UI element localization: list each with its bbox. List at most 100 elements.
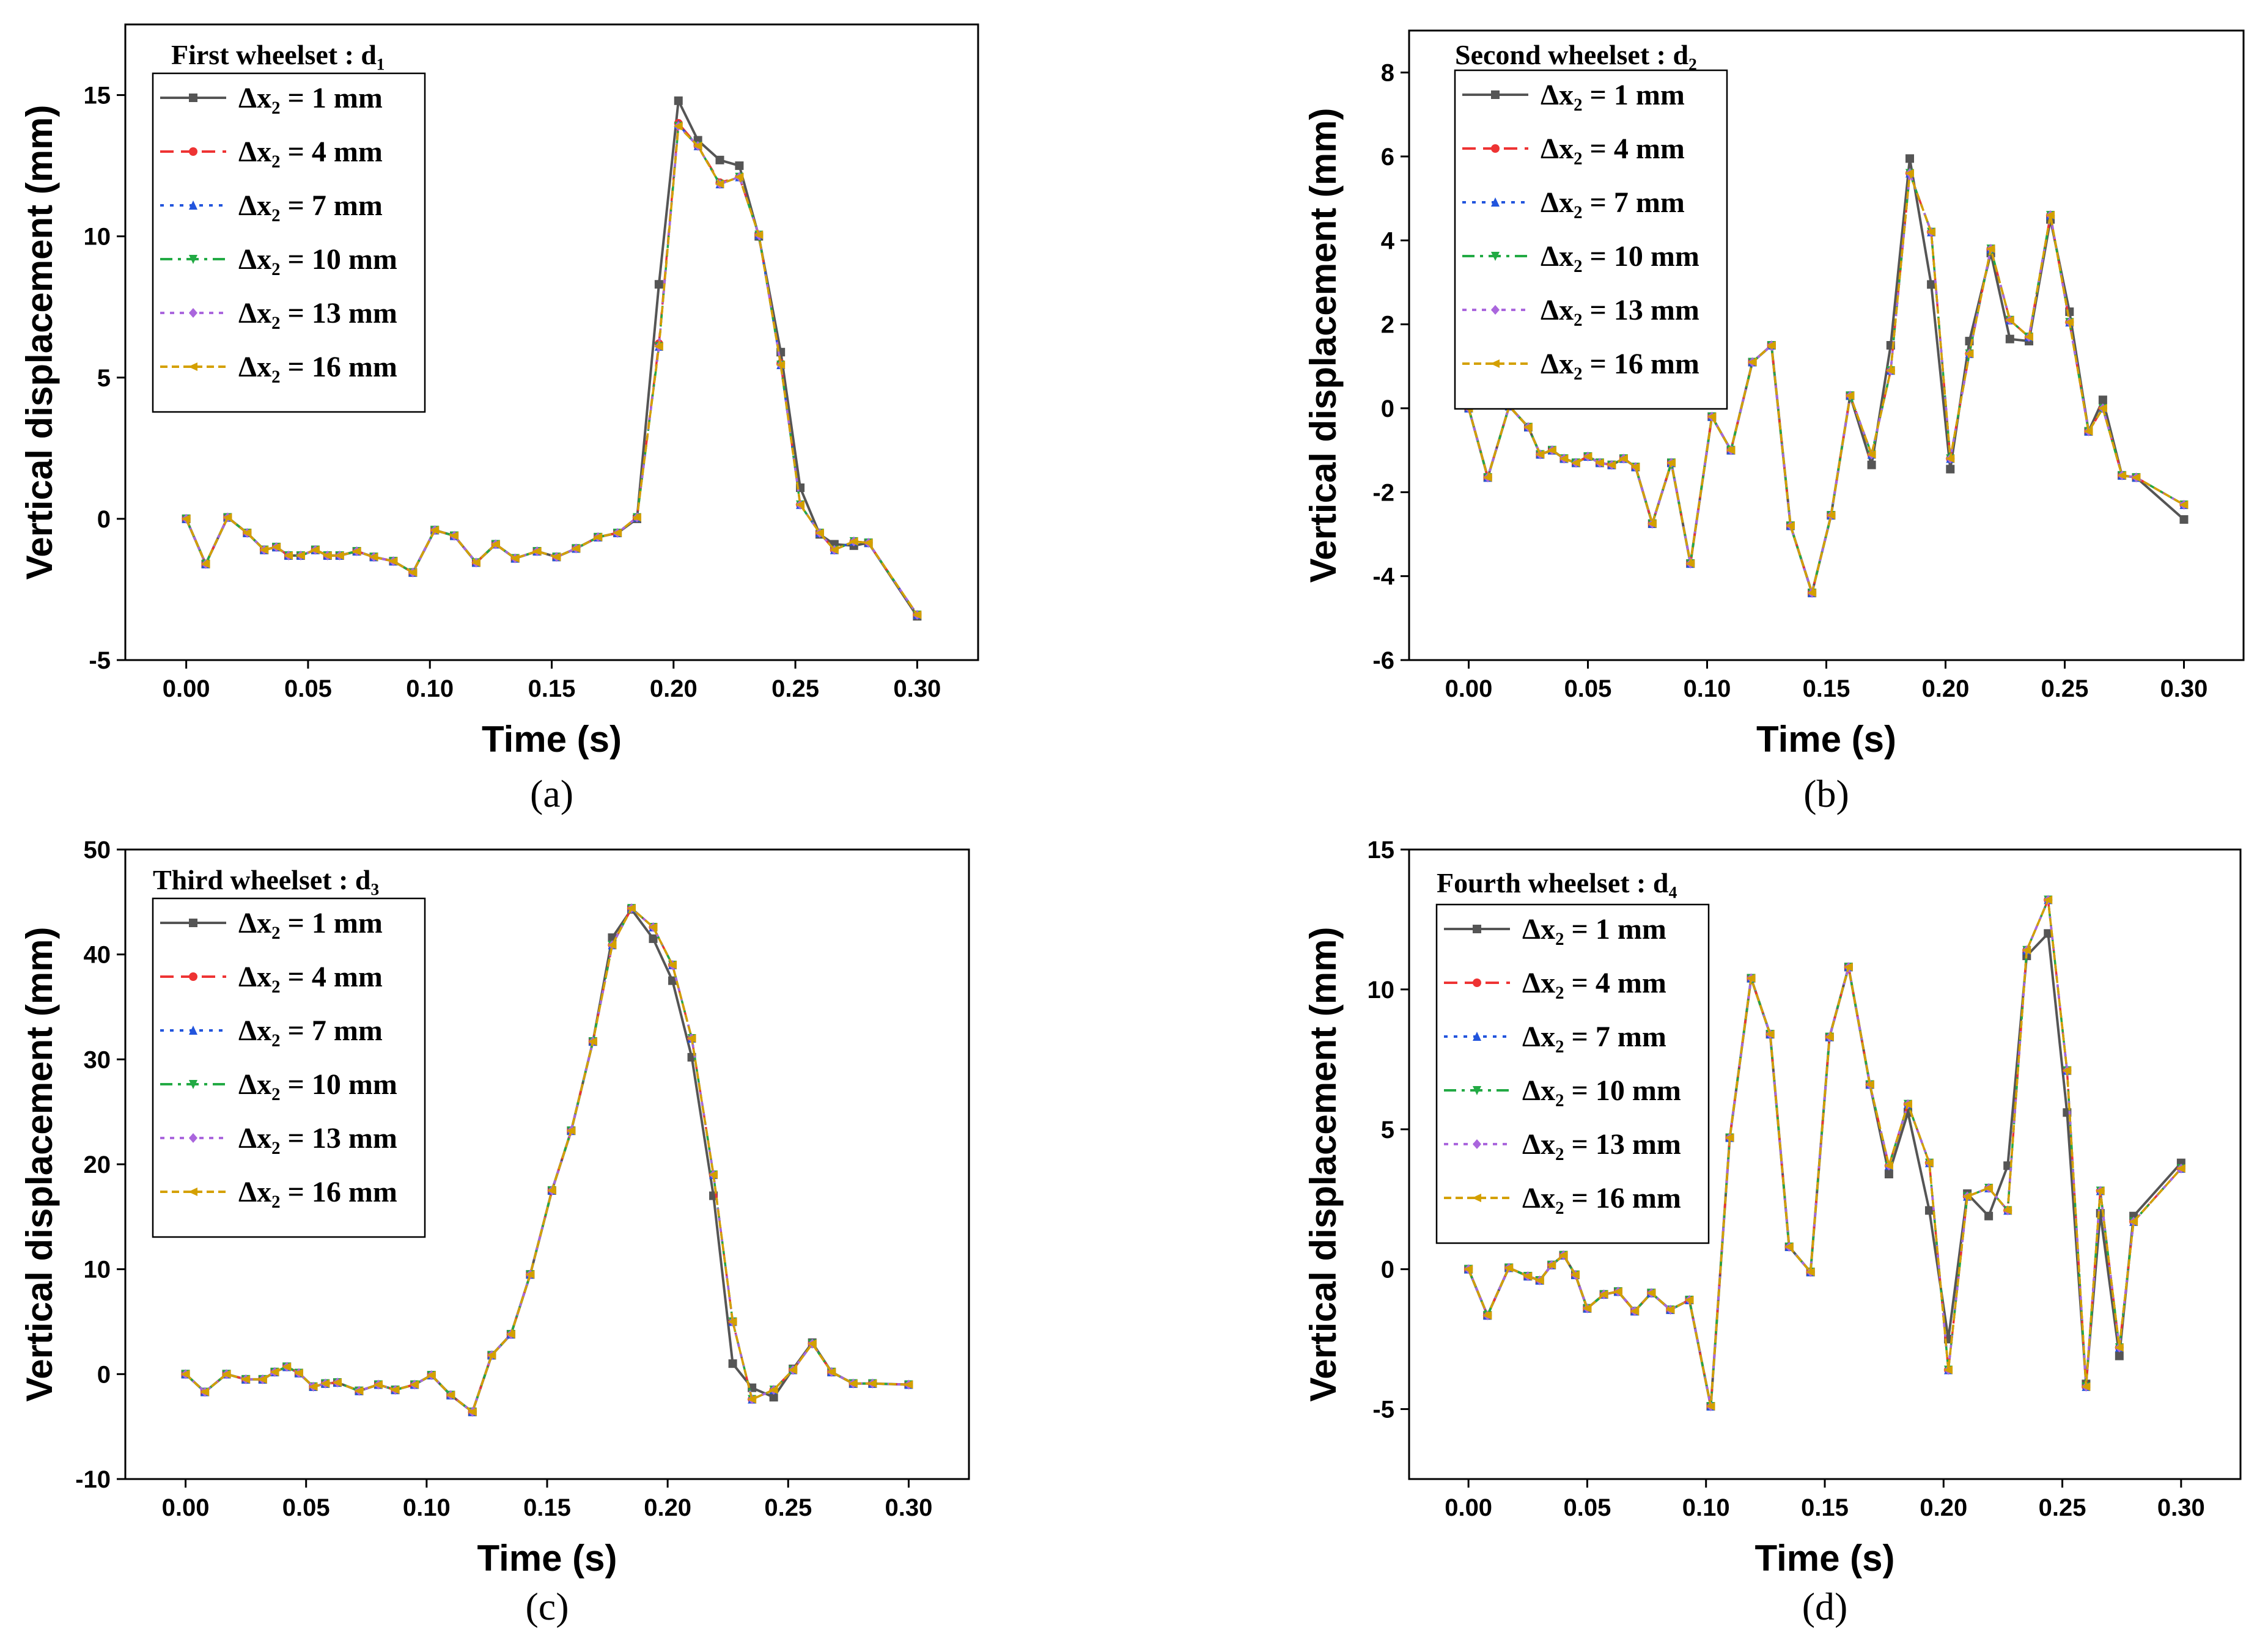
data-point: [1570, 1270, 1580, 1279]
legend-label: Δx₂ = 13 mm: [1522, 1128, 1681, 1161]
data-point: [715, 155, 724, 164]
legend-marker: [1491, 144, 1500, 153]
data-point: [776, 360, 786, 369]
y-tick-label: 10: [84, 224, 111, 251]
legend-label: Δx₂ = 10 mm: [238, 1068, 397, 1101]
y-tick-label: 6: [1381, 144, 1394, 171]
legend-label: Δx₂ = 1 mm: [238, 82, 383, 114]
legend-marker: [189, 972, 197, 981]
data-point: [242, 529, 252, 537]
data-point: [1535, 450, 1545, 459]
legend-label: Δx₂ = 13 mm: [238, 297, 397, 329]
data-point: [1924, 1206, 1934, 1215]
legend-label: Δx₂ = 1 mm: [1522, 913, 1666, 945]
data-point: [709, 1170, 718, 1180]
legend-marker: [189, 1026, 197, 1035]
data-point: [769, 1393, 778, 1402]
x-tick-label: 0.20: [644, 1494, 691, 1521]
x-tick-label: 0.15: [523, 1494, 571, 1521]
data-point: [2081, 1382, 2091, 1391]
data-point: [728, 1359, 737, 1368]
data-point: [1984, 1183, 1994, 1192]
legend-marker: [1491, 90, 1500, 99]
data-point: [390, 1386, 400, 1395]
x-axis-label: Time (s): [1756, 719, 1896, 760]
x-tick-label: 0.15: [1803, 675, 1850, 702]
data-point: [1866, 450, 1876, 459]
x-tick-label: 0.20: [1922, 675, 1970, 702]
data-point: [1665, 1305, 1675, 1315]
data-point: [2131, 473, 2141, 482]
legend-label: Δx₂ = 10 mm: [238, 243, 397, 276]
panel-label: (a): [530, 772, 573, 815]
x-tick-label: 0.25: [771, 675, 819, 702]
data-point: [795, 500, 805, 509]
data-point: [1523, 1272, 1533, 1281]
x-tick-label: 0.15: [1801, 1494, 1849, 1521]
data-point: [814, 529, 824, 537]
x-tick-label: 0.25: [764, 1494, 812, 1521]
series-line: [1467, 172, 2185, 594]
data-point: [322, 551, 332, 560]
data-point: [2098, 395, 2107, 405]
data-point: [2045, 211, 2055, 220]
data-point: [2003, 1206, 2012, 1215]
data-point: [471, 558, 480, 567]
data-point: [271, 543, 281, 552]
data-point: [1607, 460, 1616, 469]
x-tick-label: 0.05: [284, 675, 332, 702]
legend-marker: [1473, 978, 1481, 987]
y-tick-label: 0: [1381, 1257, 1394, 1283]
data-point: [1883, 1161, 1893, 1170]
data-point: [807, 1339, 817, 1348]
legend-label: Δx₂ = 7 mm: [238, 1015, 383, 1047]
x-tick-label: 0.25: [2039, 1494, 2086, 1521]
data-point: [1845, 391, 1855, 400]
legend-marker: [189, 200, 197, 210]
data-point: [1747, 358, 1757, 367]
data-point: [2062, 1066, 2072, 1075]
data-point: [673, 122, 683, 131]
data-point: [627, 904, 636, 913]
legend-label: Δx₂ = 7 mm: [238, 189, 383, 222]
data-point: [867, 1379, 877, 1388]
data-point: [1826, 511, 1836, 520]
data-point: [1482, 1311, 1492, 1320]
data-point: [1725, 1133, 1734, 1142]
legend-label: Δx₂ = 1 mm: [1541, 79, 1685, 111]
data-point: [180, 1370, 190, 1379]
data-point: [654, 342, 663, 351]
x-tick-label: 0.00: [1445, 1494, 1492, 1521]
legend-label: Δx₂ = 7 mm: [1522, 1021, 1666, 1053]
y-tick-label: 0: [97, 1361, 111, 1388]
data-point: [1482, 473, 1492, 482]
y-tick-label: -2: [1372, 479, 1394, 506]
data-point: [693, 141, 702, 150]
data-point: [1843, 963, 1853, 972]
y-tick-label: 0: [97, 506, 111, 533]
data-point: [687, 1034, 696, 1043]
legend-marker: [189, 255, 197, 264]
data-point: [2064, 318, 2074, 327]
data-point: [1613, 1287, 1622, 1296]
legend-marker: [189, 1133, 197, 1143]
data-point: [221, 1370, 231, 1379]
y-tick-label: 15: [84, 83, 111, 109]
data-point: [1706, 1401, 1715, 1411]
data-point: [1867, 460, 1876, 469]
data-point: [648, 923, 658, 932]
x-tick-label: 0.10: [406, 675, 454, 702]
data-point: [1666, 458, 1676, 468]
y-tick-label: 8: [1381, 60, 1394, 87]
series-6: [1464, 895, 2185, 1411]
data-point: [1766, 341, 1776, 350]
y-axis-label: Vertical displacement (mm): [19, 105, 60, 580]
data-point: [593, 532, 603, 541]
legend-marker: [188, 1188, 197, 1196]
data-point: [1884, 1170, 1893, 1179]
data-point: [284, 551, 293, 560]
y-tick-label: 10: [1368, 977, 1395, 1004]
data-point: [282, 1362, 292, 1371]
data-point: [632, 513, 641, 522]
data-point: [654, 280, 663, 289]
